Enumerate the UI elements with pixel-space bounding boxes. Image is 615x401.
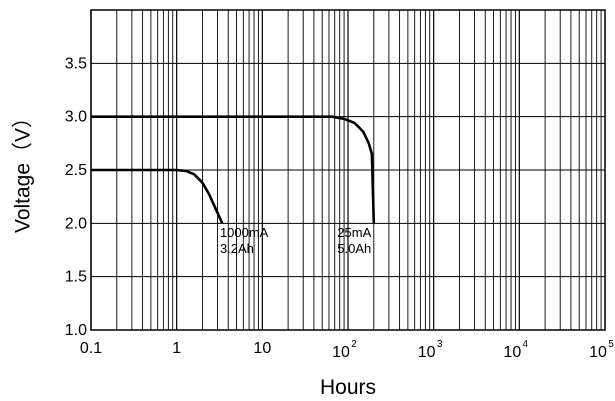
y-tick-label: 1.0 (65, 322, 87, 339)
x-tick-exponent: 4 (523, 339, 529, 350)
y-tick-label: 2.0 (65, 215, 87, 232)
plot-frame (90, 9, 606, 331)
x-tick-label: 10 (418, 344, 436, 361)
y-axis-ticks: 1.0 1.5 2.0 2.5 3.0 3.5 (65, 55, 87, 339)
discharge-curve-2 (91, 115, 376, 224)
curve-annotation-text: 5.0Ah (337, 241, 371, 256)
curve-annotation-text: 1000mA (220, 225, 269, 240)
x-tick-label: 10 (503, 344, 521, 361)
x-tick-exponent: 2 (351, 339, 357, 350)
y-tick-label: 3.5 (65, 55, 87, 72)
x-tick-label: 10 (253, 340, 271, 357)
x-axis-title: Hours (320, 376, 376, 399)
discharge-curve-1 (91, 168, 224, 224)
x-tick-exponent: 5 (608, 339, 614, 350)
x-tick-label: 10 (332, 344, 350, 361)
curve-annotation-text: 3.2Ah (220, 241, 254, 256)
y-tick-label: 1.5 (65, 269, 87, 286)
y-tick-label: 2.5 (65, 162, 87, 179)
curve-annotation-text: 25mA (337, 225, 371, 240)
discharge-curves (91, 115, 376, 224)
x-tick-exponent: 3 (437, 339, 443, 350)
x-tick-label: 1 (172, 340, 181, 357)
y-axis-title: Voltage（V） (12, 107, 35, 233)
x-tick-label: 0.1 (80, 340, 102, 357)
x-axis-ticks: 0.1 1 10 10 2 10 3 10 4 10 5 (80, 339, 614, 361)
y-tick-label: 3.0 (65, 109, 87, 126)
x-tick-label: 10 (589, 344, 607, 361)
